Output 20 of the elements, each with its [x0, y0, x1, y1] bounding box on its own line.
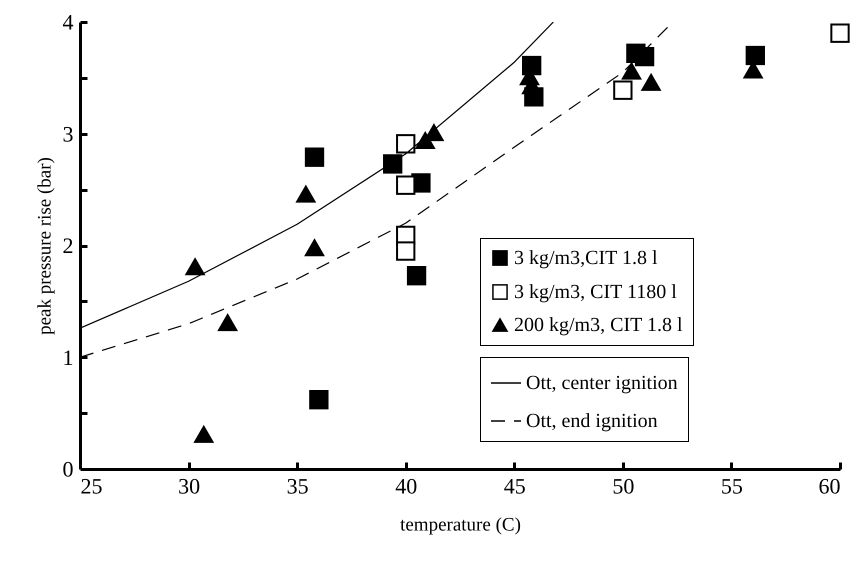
- x-tick-label: 50: [612, 474, 634, 498]
- x-tick-label: 60: [818, 474, 840, 498]
- y-tick-label: 2: [62, 233, 74, 258]
- x-tick-label: 35: [286, 474, 309, 498]
- legend-label: Ott, end ignition: [526, 410, 658, 432]
- legend-label: 200 kg/m3, CIT 1.8 l: [514, 314, 683, 336]
- y-axis-title: peak pressure rise (bar): [34, 157, 56, 335]
- x-tick-label: 55: [720, 474, 743, 498]
- y-tick-label: 0: [62, 456, 74, 482]
- y-tick-label: 3: [62, 121, 74, 146]
- y-tick-label: 4: [62, 10, 74, 34]
- x-tick-label: 40: [395, 474, 418, 498]
- legend-label: 3 kg/m3, CIT 1180 l: [514, 281, 678, 303]
- x-axis-title: temperature (C): [400, 514, 521, 536]
- x-tick-label: 30: [178, 474, 200, 498]
- x-tick-label: 25: [80, 474, 102, 498]
- y-tick-label: 1: [62, 344, 74, 370]
- legend-label: Ott, center ignition: [526, 372, 678, 394]
- legend-label: 3 kg/m3,CIT 1.8 l: [514, 247, 658, 269]
- x-tick-label: 45: [504, 474, 526, 498]
